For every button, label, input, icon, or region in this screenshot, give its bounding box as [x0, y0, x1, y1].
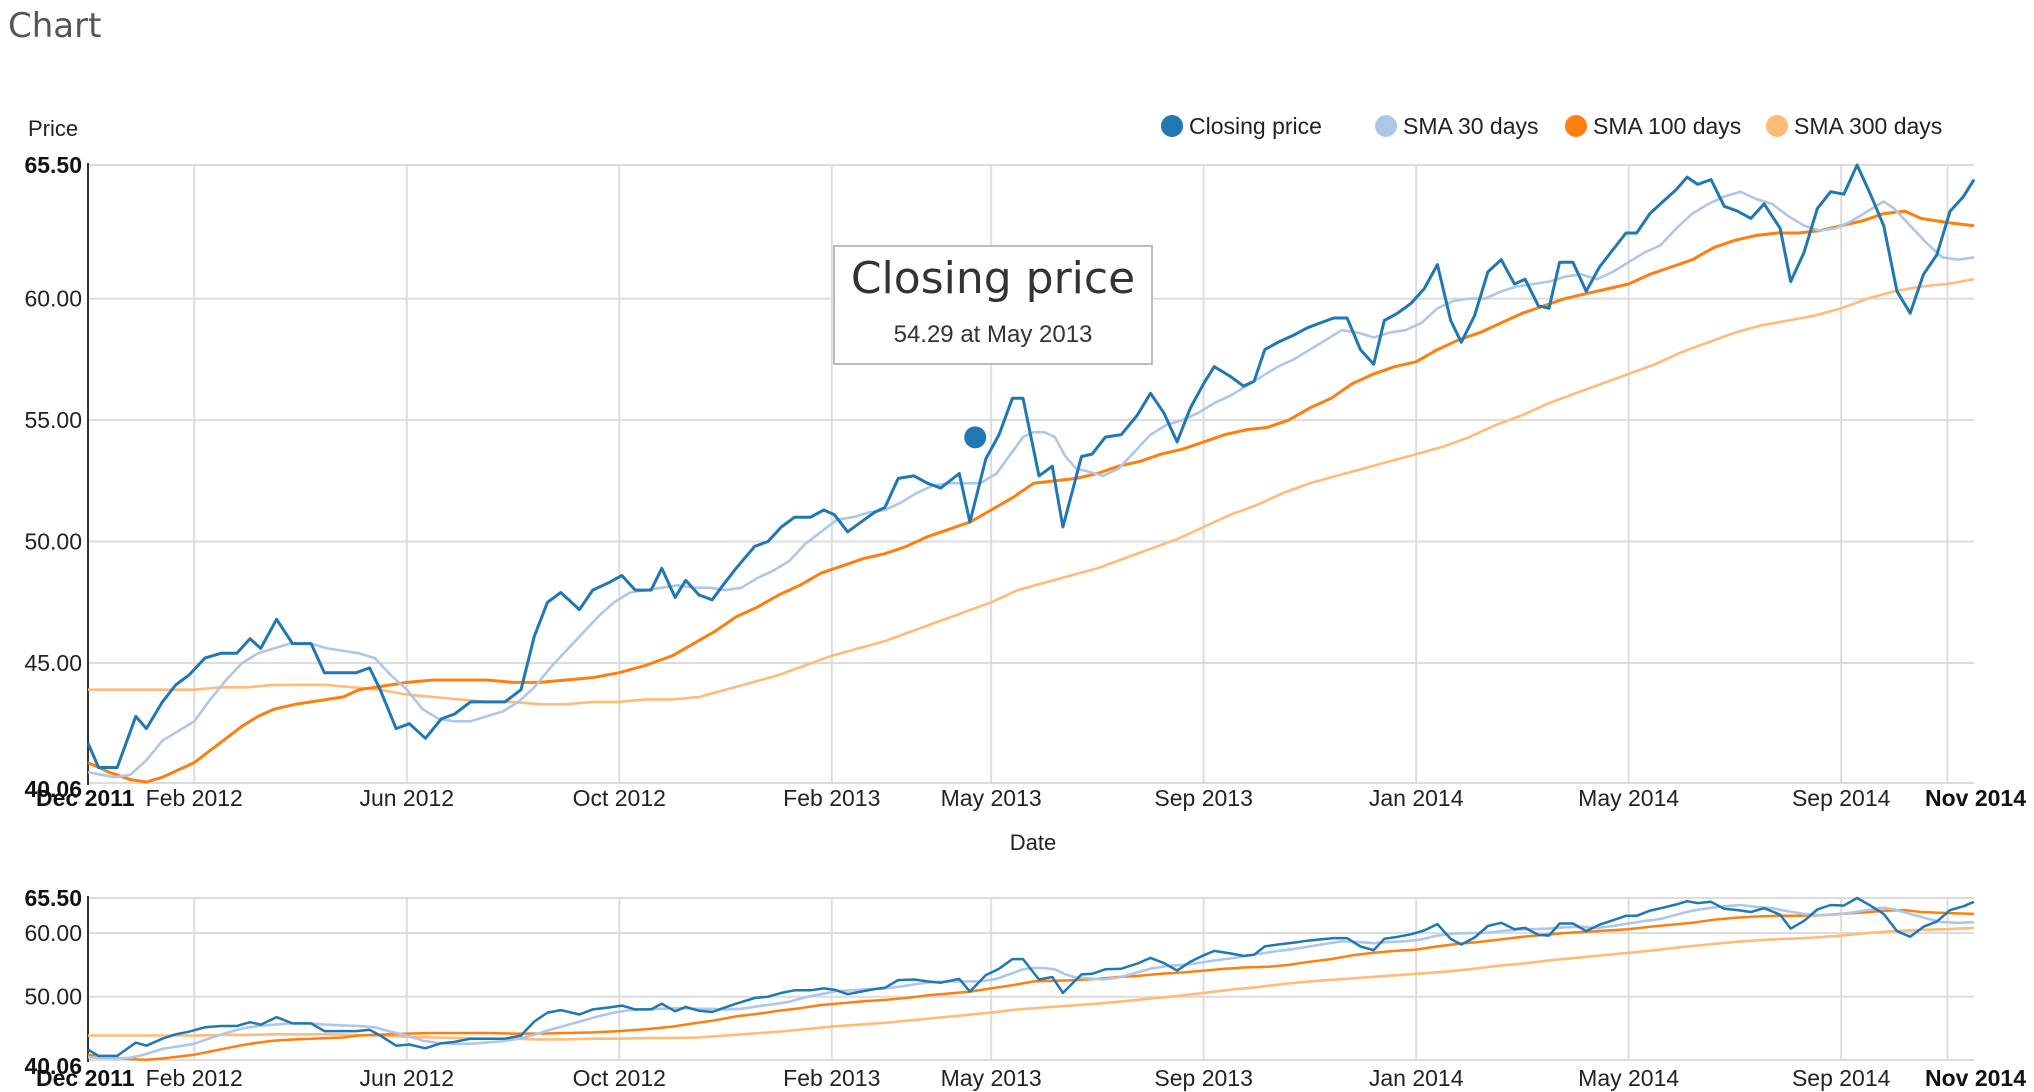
x-tick-label: Jun 2012: [359, 1065, 454, 1091]
legend-marker-icon: [1766, 115, 1788, 137]
x-tick-label: Sep 2013: [1154, 785, 1252, 811]
main-grid: [87, 163, 1974, 785]
navigator-series[interactable]: [87, 896, 1975, 1061]
x-tick-label: Oct 2012: [573, 785, 666, 811]
x-tick-label: Nov 2014: [1925, 1065, 2026, 1091]
highlight-point[interactable]: [964, 426, 987, 449]
x-tick-label: May 2014: [1578, 1065, 1679, 1091]
y-tick-label: 40.06: [24, 776, 82, 802]
x-tick-label: Jan 2014: [1369, 1065, 1464, 1091]
navigator-y-axis-ticks: 40.06 50.00 60.00 65.50: [24, 885, 82, 1079]
y-tick-label: 40.06: [24, 1053, 82, 1079]
tooltip-value: 54.29 at May 2013: [894, 321, 1093, 348]
legend-item-sma-30[interactable]: SMA 30 days: [1375, 113, 1539, 139]
x-tick-label: Dec 2011: [36, 1065, 135, 1091]
x-tick-label: Feb 2012: [146, 785, 243, 811]
x-tick-label: Sep 2014: [1792, 1065, 1891, 1091]
y-tick-label: 50.00: [24, 984, 82, 1010]
x-tick-label: Sep 2013: [1154, 1065, 1252, 1091]
highlight-marker: [964, 426, 987, 449]
y-tick-label: 65.50: [24, 152, 82, 178]
x-tick-label: Sep 2014: [1792, 785, 1891, 811]
legend-item-sma-300[interactable]: SMA 300 days: [1766, 113, 1942, 139]
y-tick-label: 55.00: [24, 407, 82, 433]
y-tick-label: 60.00: [24, 920, 82, 946]
series-line-sma-30-days: [87, 190, 1975, 779]
tooltip: Closing price 54.29 at May 2013: [833, 245, 1153, 365]
legend-item-sma-100[interactable]: SMA 100 days: [1565, 113, 1741, 139]
x-tick-label: May 2014: [1578, 785, 1679, 811]
x-tick-label: Feb 2013: [783, 785, 880, 811]
series-line-sma-100-days: [87, 908, 1975, 1061]
x-tick-label: Nov 2014: [1925, 785, 2026, 811]
x-tick-label: Feb 2013: [783, 1065, 880, 1091]
series-line-sma-300-days: [88, 926, 1975, 1041]
x-tick-label: May 2013: [941, 785, 1042, 811]
series-line-sma-300-days: [88, 277, 1975, 706]
series-line-closing-price: [87, 896, 1975, 1058]
tooltip-title: Closing price: [851, 253, 1135, 304]
y-tick-label: 60.00: [24, 286, 82, 312]
legend-label: Closing price: [1189, 113, 1322, 139]
legend-marker-icon: [1375, 115, 1397, 137]
navigator-grid: [87, 896, 1974, 1062]
y-tick-label: 50.00: [24, 529, 82, 555]
legend-label: SMA 300 days: [1794, 113, 1942, 139]
main-series[interactable]: [86, 163, 1976, 784]
main-x-axis-ticks: Dec 2011 Feb 2012 Jun 2012 Oct 2012 Feb 2013…: [36, 785, 2026, 811]
series-line-closing-price: [86, 163, 1976, 769]
series-line-sma-100-days: [87, 209, 1975, 784]
y-tick-label: 45.00: [24, 650, 82, 676]
navigator-chart[interactable]: 40.06 50.00 60.00 65.50 Dec 2011 Feb 2012 Jun…: [24, 885, 2026, 1091]
x-tick-label: May 2013: [941, 1065, 1042, 1091]
y-axis-title: Price: [28, 116, 78, 141]
legend-label: SMA 30 days: [1403, 113, 1539, 139]
x-tick-label: Jan 2014: [1369, 785, 1464, 811]
legend-label: SMA 100 days: [1593, 113, 1741, 139]
legend-marker-icon: [1161, 115, 1183, 137]
legend-item-closing-price[interactable]: Closing price: [1161, 113, 1322, 139]
x-tick-label: Dec 2011: [36, 785, 135, 811]
y-tick-label: 65.50: [24, 885, 82, 911]
series-line-sma-30-days: [87, 903, 1975, 1060]
legend[interactable]: Closing price SMA 30 days SMA 100 days S…: [1161, 113, 1942, 139]
page-title: Chart: [8, 6, 102, 46]
main-chart[interactable]: 40.06 45.00 50.00 55.00 60.00 65.50 Dec 2011 F…: [24, 116, 2026, 855]
navigator-x-axis-ticks: Dec 2011 Feb 2012 Jun 2012 Oct 2012 Feb 2013…: [36, 1065, 2026, 1091]
tooltip-box: [833, 245, 1153, 365]
x-tick-label: Feb 2012: [146, 1065, 243, 1091]
x-tick-label: Jun 2012: [359, 785, 454, 811]
x-tick-label: Oct 2012: [573, 1065, 666, 1091]
x-axis-title: Date: [1010, 830, 1056, 855]
main-y-axis-ticks: 40.06 45.00 50.00 55.00 60.00 65.50: [24, 152, 82, 802]
legend-marker-icon: [1565, 115, 1587, 137]
